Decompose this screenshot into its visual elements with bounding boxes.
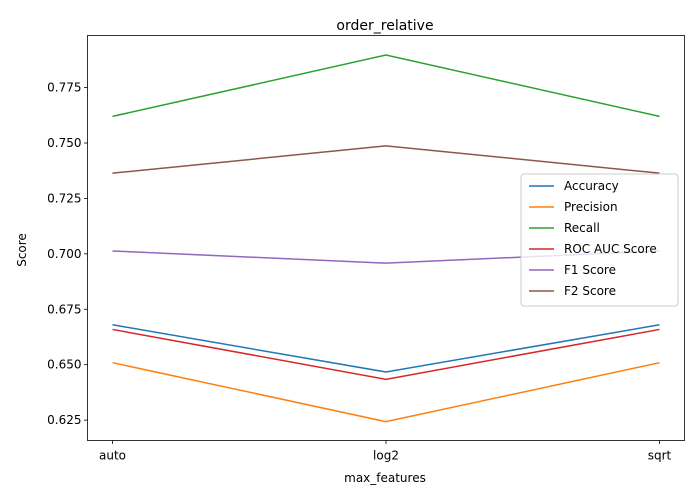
chart-title: order_relative	[336, 18, 433, 34]
y-tick-label: 0.675	[47, 302, 81, 316]
series-line-recall	[112, 54, 660, 118]
plot-area: 0.625 0.650 0.675 0.700 0.725 0.750 0.775 auto l…	[47, 35, 685, 463]
legend-label: F1 Score	[564, 263, 616, 277]
y-tick-label: 0.750	[47, 136, 81, 150]
y-tick-label: 0.725	[47, 191, 81, 205]
x-tick-label: log2	[373, 449, 399, 463]
x-tick-label: sqrt	[648, 449, 672, 463]
legend-label: ROC AUC Score	[564, 242, 657, 256]
x-tick-label: auto	[99, 449, 126, 463]
series-line-roc-auc-score	[112, 328, 660, 381]
series-line-f2-score	[112, 145, 660, 174]
y-tick-label: 0.625	[47, 413, 81, 427]
y-tick-label: 0.650	[47, 358, 81, 372]
legend-box	[520, 173, 679, 307]
y-tick-label: 0.700	[47, 247, 81, 261]
legend-label: F2 Score	[564, 284, 616, 298]
legend: Accuracy Precision Recall ROC AUC Score F1 S…	[520, 173, 679, 307]
series-line-accuracy	[112, 324, 660, 373]
legend-label: Recall	[564, 221, 600, 235]
legend-label: Precision	[564, 200, 618, 214]
y-axis-label: Score	[15, 233, 29, 267]
legend-label: Accuracy	[564, 179, 619, 193]
series-line-precision	[112, 361, 660, 423]
x-axis-label: max_features	[344, 471, 426, 485]
y-tick-label: 0.775	[47, 81, 81, 95]
